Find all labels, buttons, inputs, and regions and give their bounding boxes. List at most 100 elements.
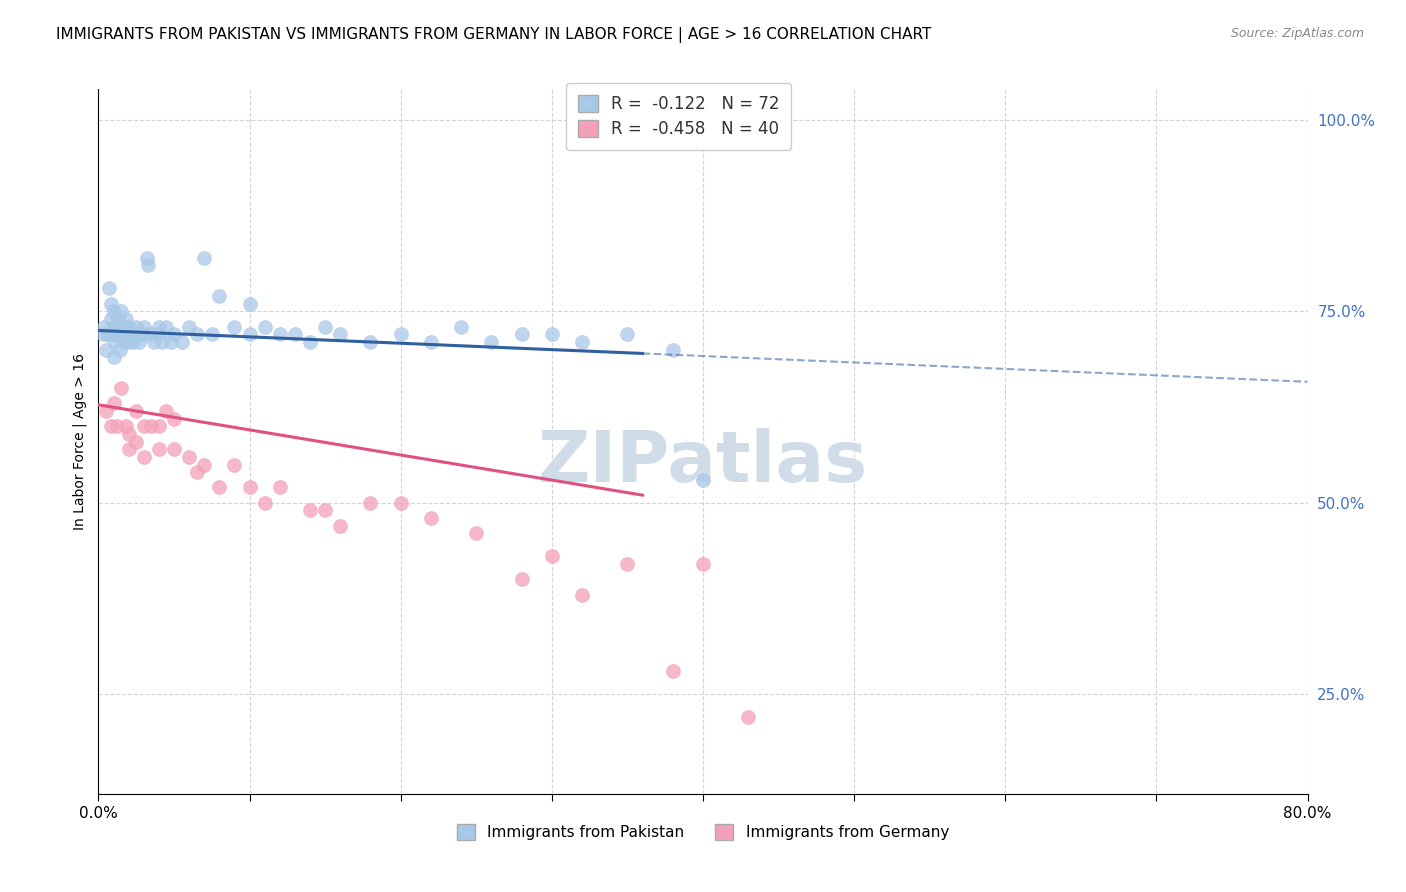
Point <box>125 434 148 449</box>
Point <box>136 258 159 272</box>
Point <box>360 334 382 349</box>
Point <box>125 327 148 342</box>
Legend: Immigrants from Pakistan, Immigrants from Germany: Immigrants from Pakistan, Immigrants fro… <box>451 818 955 847</box>
Point <box>96 327 118 342</box>
Point <box>224 319 246 334</box>
Point <box>314 503 336 517</box>
Point <box>150 334 173 349</box>
Point <box>110 319 132 334</box>
Point <box>98 281 121 295</box>
Point <box>239 481 262 495</box>
Point <box>103 327 125 342</box>
Point <box>314 319 336 334</box>
Point <box>101 327 124 342</box>
Point <box>186 327 208 342</box>
Point <box>465 526 488 541</box>
Point <box>616 327 638 342</box>
Point <box>163 327 186 342</box>
Point <box>105 419 128 434</box>
Y-axis label: In Labor Force | Age > 16: In Labor Force | Age > 16 <box>73 353 87 530</box>
Point <box>129 327 152 342</box>
Point <box>616 557 638 571</box>
Point <box>155 404 177 418</box>
Point <box>103 396 125 410</box>
Point <box>132 319 155 334</box>
Point <box>118 319 141 334</box>
Point <box>108 343 131 357</box>
Point <box>737 710 759 724</box>
Point <box>170 334 193 349</box>
Point <box>122 334 145 349</box>
Point <box>239 296 262 310</box>
Point <box>661 665 683 679</box>
Point <box>193 251 215 265</box>
Point <box>284 327 307 342</box>
Point <box>125 319 148 334</box>
Point <box>94 404 117 418</box>
Point <box>510 573 533 587</box>
Point <box>163 411 186 425</box>
Point <box>103 304 125 318</box>
Point <box>299 503 322 517</box>
Point <box>94 343 117 357</box>
Point <box>224 458 246 472</box>
Point <box>661 343 683 357</box>
Point <box>389 327 412 342</box>
Point <box>389 496 412 510</box>
Point <box>201 327 224 342</box>
Point <box>186 465 208 479</box>
Point <box>100 312 122 326</box>
Point <box>100 419 122 434</box>
Point <box>269 327 291 342</box>
Point <box>121 327 143 342</box>
Point <box>179 319 201 334</box>
Point <box>135 251 157 265</box>
Point <box>114 319 136 334</box>
Point <box>253 319 276 334</box>
Point <box>110 381 132 395</box>
Point <box>540 327 562 342</box>
Point <box>115 327 138 342</box>
Point <box>253 496 276 510</box>
Point <box>111 327 134 342</box>
Point <box>510 327 533 342</box>
Point <box>269 481 291 495</box>
Point <box>112 334 135 349</box>
Point <box>329 327 352 342</box>
Point <box>114 312 136 326</box>
Point <box>160 334 183 349</box>
Point <box>208 289 231 303</box>
Point <box>132 327 155 342</box>
Point <box>540 549 562 564</box>
Point <box>155 319 177 334</box>
Point <box>103 351 125 365</box>
Text: IMMIGRANTS FROM PAKISTAN VS IMMIGRANTS FROM GERMANY IN LABOR FORCE | AGE > 16 CO: IMMIGRANTS FROM PAKISTAN VS IMMIGRANTS F… <box>56 27 932 43</box>
Point <box>100 296 122 310</box>
Point <box>163 442 186 457</box>
Point <box>692 557 714 571</box>
Point <box>148 327 170 342</box>
Point <box>148 319 170 334</box>
Point <box>103 334 125 349</box>
Point <box>141 327 163 342</box>
Point <box>571 334 593 349</box>
Point <box>118 334 141 349</box>
Point <box>114 419 136 434</box>
Point <box>329 518 352 533</box>
Point <box>132 450 155 464</box>
Point <box>692 473 714 487</box>
Point <box>143 334 166 349</box>
Point <box>239 327 262 342</box>
Point <box>193 458 215 472</box>
Point <box>118 426 141 441</box>
Point <box>141 419 163 434</box>
Point <box>420 511 443 525</box>
Point <box>103 319 125 334</box>
Point <box>110 304 132 318</box>
Point <box>148 442 170 457</box>
Point <box>107 327 129 342</box>
Point <box>148 419 170 434</box>
Point <box>125 404 148 418</box>
Point <box>93 319 115 334</box>
Point <box>208 481 231 495</box>
